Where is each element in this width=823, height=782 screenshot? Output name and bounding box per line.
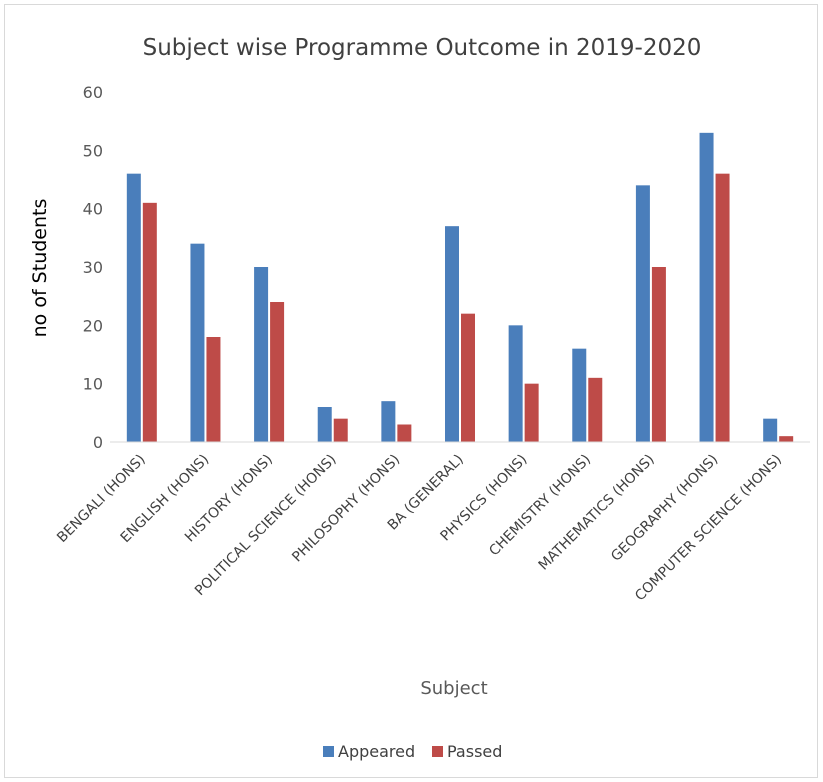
x-tick-label: MATHEMATICS (HONS) bbox=[536, 452, 658, 574]
bar-passed-9 bbox=[715, 173, 730, 442]
y-tick-label: 0 bbox=[93, 433, 103, 452]
bar-passed-2 bbox=[270, 302, 285, 442]
bar-passed-5 bbox=[461, 313, 475, 442]
legend-swatch-passed bbox=[432, 746, 443, 757]
y-axis-ticks: 0 10 20 30 40 50 60 bbox=[83, 83, 103, 452]
bar-passed-0 bbox=[142, 202, 157, 442]
y-tick-label: 20 bbox=[83, 316, 103, 335]
bar-appeared-4 bbox=[381, 401, 396, 442]
bar-appeared-0 bbox=[126, 173, 141, 442]
y-tick-label: 60 bbox=[83, 83, 103, 102]
x-axis-labels: BENGALI (HONS)ENGLISH (HONS)HISTORY (HON… bbox=[54, 452, 785, 605]
y-tick-label: 50 bbox=[83, 141, 103, 160]
bar-appeared-7 bbox=[572, 348, 587, 442]
chart-title: Subject wise Programme Outcome in 2019-2… bbox=[143, 35, 702, 61]
legend-label-appeared: Appeared bbox=[338, 742, 415, 761]
bar-passed-7 bbox=[588, 377, 603, 442]
bar-appeared-10 bbox=[763, 418, 778, 442]
legend: Appeared Passed bbox=[323, 742, 502, 761]
x-tick-label: GEOGRAPHY (HONS) bbox=[608, 452, 721, 565]
bar-appeared-9 bbox=[699, 132, 714, 443]
bar-appeared-6 bbox=[508, 325, 523, 442]
x-axis-title: Subject bbox=[420, 678, 487, 699]
bar-passed-10 bbox=[779, 436, 794, 442]
bar-appeared-3 bbox=[317, 407, 332, 442]
bars bbox=[126, 132, 794, 443]
y-tick-label: 10 bbox=[83, 375, 103, 394]
x-tick-label: PHILOSOPHY (HONS) bbox=[289, 452, 403, 566]
bar-passed-1 bbox=[206, 337, 221, 442]
bar-appeared-2 bbox=[254, 267, 269, 442]
bar-passed-4 bbox=[397, 424, 412, 442]
y-tick-label: 40 bbox=[83, 200, 103, 219]
bar-passed-6 bbox=[524, 383, 539, 442]
bar-passed-3 bbox=[333, 418, 348, 442]
bar-appeared-1 bbox=[190, 243, 205, 442]
y-axis-title: no of Students bbox=[29, 199, 51, 338]
bar-appeared-5 bbox=[445, 226, 459, 442]
bar-appeared-8 bbox=[635, 185, 650, 443]
y-tick-label: 30 bbox=[83, 258, 103, 277]
legend-swatch-appeared bbox=[323, 746, 334, 757]
legend-label-passed: Passed bbox=[447, 742, 502, 761]
bar-passed-8 bbox=[651, 267, 666, 442]
